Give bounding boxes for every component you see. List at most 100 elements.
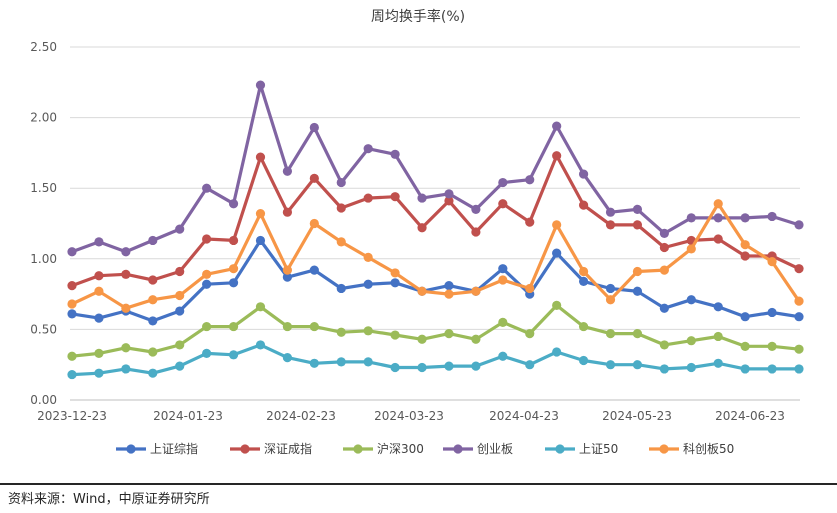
data-point — [444, 329, 454, 339]
data-point — [740, 213, 750, 223]
data-point — [121, 247, 131, 257]
data-point — [632, 286, 643, 296]
data-point — [336, 237, 346, 247]
data-point — [471, 227, 481, 237]
legend-label: 科创板50 — [683, 442, 734, 456]
data-point — [713, 331, 723, 342]
legend-marker — [126, 444, 136, 454]
x-tick-label: 2024-04-23 — [489, 409, 559, 423]
data-point — [336, 177, 346, 188]
data-point — [767, 307, 777, 318]
x-tick-label: 2024-05-23 — [602, 409, 672, 423]
data-point — [740, 312, 750, 322]
data-point — [552, 151, 562, 161]
data-point — [740, 251, 750, 261]
data-point — [363, 144, 373, 154]
data-point — [309, 358, 319, 368]
data-point — [417, 223, 427, 233]
data-point — [175, 224, 185, 234]
data-point — [713, 213, 723, 223]
data-point — [175, 266, 185, 277]
data-point — [255, 80, 266, 90]
data-point — [525, 283, 535, 294]
data-point — [632, 220, 643, 230]
y-axis-ticks: 0.00 0.50 1.00 1.50 2.00 2.50 — [30, 40, 57, 407]
data-point — [686, 244, 696, 254]
data-point — [525, 360, 535, 370]
data-point — [578, 355, 589, 366]
data-point — [605, 220, 616, 230]
series-5 — [67, 340, 804, 380]
data-point — [363, 326, 373, 336]
data-point — [767, 211, 777, 222]
data-point — [444, 361, 454, 371]
chart-title: 周均换手率(%) — [371, 8, 465, 25]
data-point — [228, 264, 239, 274]
data-point — [605, 295, 616, 305]
data-point — [94, 368, 104, 378]
data-point — [309, 321, 319, 332]
data-point — [282, 265, 293, 275]
data-point — [740, 240, 750, 250]
data-point — [740, 364, 750, 374]
data-point — [498, 275, 508, 285]
data-point — [659, 242, 669, 253]
data-point — [94, 348, 104, 359]
data-point — [740, 341, 750, 351]
data-point — [390, 268, 400, 278]
data-point — [282, 166, 293, 176]
data-point — [525, 329, 535, 339]
data-point — [202, 348, 212, 359]
x-axis-ticks: 2023-12-23 2024-01-23 2024-02-23 2024-03-23… — [37, 409, 785, 423]
data-point — [67, 247, 77, 257]
data-point — [713, 199, 723, 209]
data-point — [121, 364, 131, 374]
data-point — [363, 279, 373, 289]
data-point — [794, 364, 804, 374]
data-point — [552, 347, 562, 357]
series-line — [70, 343, 801, 377]
data-point — [632, 204, 643, 214]
data-point — [578, 321, 589, 332]
data-point — [202, 269, 212, 279]
legend-marker — [659, 444, 669, 454]
data-point — [94, 237, 104, 247]
series-group — [67, 80, 804, 380]
data-point — [417, 286, 427, 296]
data-point — [363, 193, 373, 203]
data-point — [794, 264, 804, 274]
data-point — [228, 235, 239, 246]
series-line — [70, 202, 801, 310]
data-point — [148, 347, 158, 357]
data-point — [794, 344, 804, 354]
data-point — [767, 364, 777, 374]
data-point — [686, 295, 696, 305]
data-point — [578, 169, 589, 179]
data-point — [175, 340, 185, 350]
data-point — [578, 266, 589, 277]
data-point — [444, 196, 454, 206]
series-line — [70, 83, 801, 254]
data-point — [794, 296, 804, 306]
x-tick-label: 2024-03-23 — [374, 409, 444, 423]
data-point — [390, 192, 400, 202]
data-point — [525, 217, 535, 227]
data-point — [202, 183, 212, 193]
series-2 — [67, 151, 804, 291]
data-point — [605, 329, 616, 339]
data-point — [255, 209, 266, 219]
data-point — [659, 303, 669, 313]
series-line — [70, 154, 801, 288]
data-point — [471, 361, 481, 371]
data-point — [255, 302, 266, 312]
data-point — [659, 265, 669, 275]
data-point — [713, 358, 723, 368]
data-point — [175, 361, 185, 371]
data-point — [686, 213, 696, 223]
data-point — [282, 272, 293, 282]
data-point — [552, 121, 562, 131]
data-point — [471, 204, 481, 214]
y-tick-label: 2.00 — [30, 111, 57, 125]
data-point — [794, 220, 804, 230]
data-point — [336, 327, 346, 337]
